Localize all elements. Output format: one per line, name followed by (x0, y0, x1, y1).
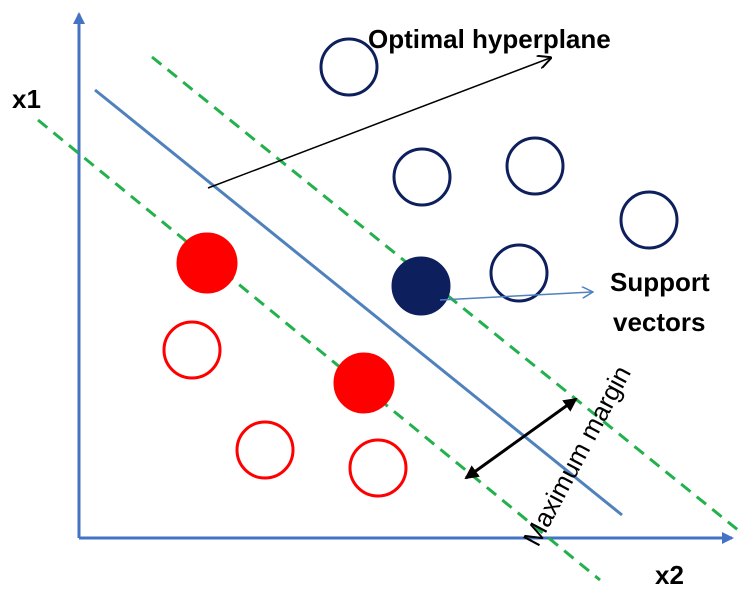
blue-point (319, 37, 379, 97)
red-point (235, 420, 295, 480)
blue-point (392, 147, 452, 207)
blue-support-vector (391, 256, 451, 316)
margin-line-upper (151, 55, 739, 532)
blue-point (489, 243, 549, 303)
support-vectors-label-line2: vectors (613, 307, 706, 337)
hyperplane-pointer-arrow (207, 58, 550, 189)
hyperplane-label: Optimal hyperplane (368, 24, 611, 54)
red-support-vector (176, 232, 238, 294)
support-vectors-label-line1: Support (610, 267, 710, 297)
y-axis-label: x1 (12, 84, 41, 114)
blue-point (505, 136, 565, 196)
support-vector-pointer-arrow (439, 292, 592, 301)
blue-point (619, 190, 679, 250)
red-point (162, 320, 222, 380)
red-point (348, 438, 408, 498)
x-axis-label: x2 (655, 560, 684, 588)
maximum-margin-label: Maximum margin (517, 361, 637, 551)
margin-line-lower (37, 118, 601, 582)
red-support-vector (333, 352, 395, 414)
maximum-margin-arrow (464, 397, 578, 480)
optimal-hyperplane-line (94, 88, 623, 517)
